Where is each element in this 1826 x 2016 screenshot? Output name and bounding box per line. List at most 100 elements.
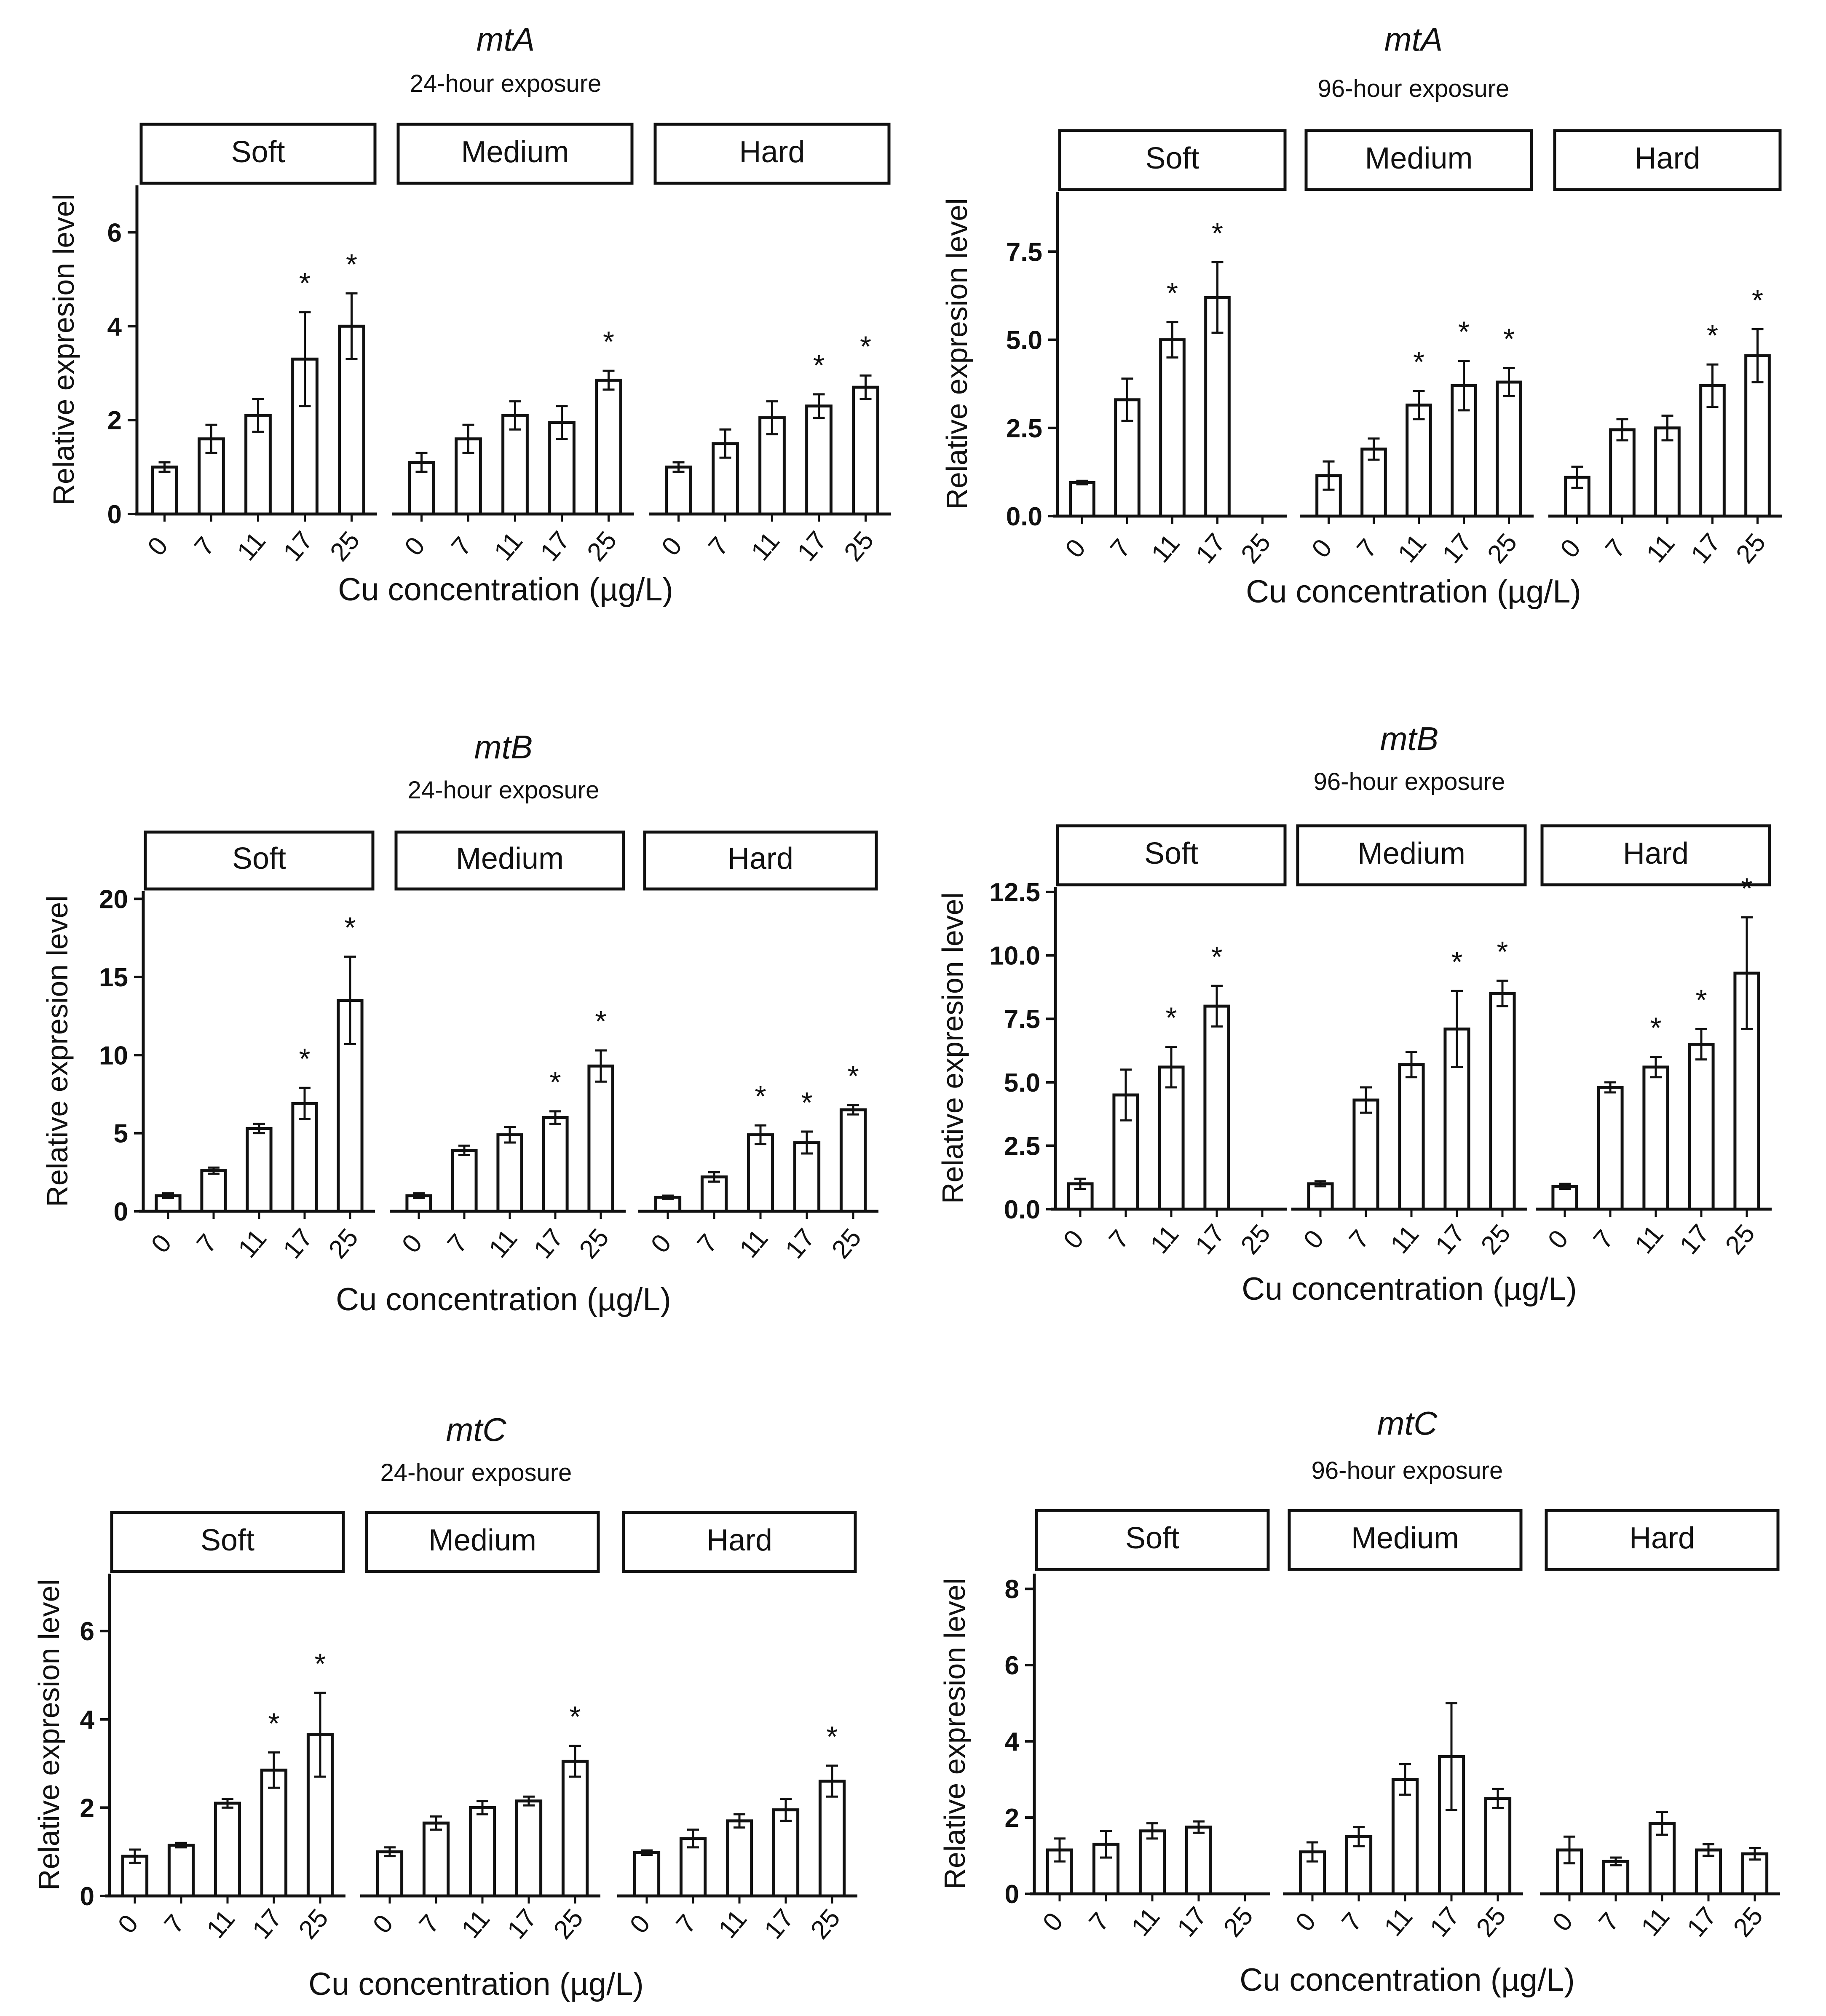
chart-title: mtA bbox=[477, 21, 535, 58]
facet-header-label: Hard bbox=[728, 842, 793, 875]
significance-marker: * bbox=[755, 1080, 766, 1113]
x-tick-label: 25 bbox=[1218, 1901, 1259, 1942]
x-tick-label: 11 bbox=[1145, 1220, 1184, 1259]
bar bbox=[1451, 384, 1477, 518]
bar bbox=[469, 1806, 496, 1898]
y-axis-label: Relative expresion level bbox=[940, 198, 973, 509]
y-tick-label: 4 bbox=[80, 1705, 95, 1735]
significance-marker: * bbox=[595, 1005, 606, 1038]
bar bbox=[561, 1759, 589, 1898]
chart-subtitle: 96-hour exposure bbox=[1312, 1457, 1503, 1484]
chart-subtitle: 96-hour exposure bbox=[1314, 768, 1505, 795]
x-tick-label: 17 bbox=[759, 1904, 800, 1944]
y-tick-label: 2 bbox=[107, 406, 122, 435]
bar bbox=[422, 1821, 450, 1898]
bar bbox=[1695, 1848, 1722, 1896]
x-tick-label: 11 bbox=[1636, 1902, 1675, 1942]
facet-hard: Hard 0 7 11 17 25 * bbox=[617, 1511, 857, 1944]
facet-header-label: Soft bbox=[1125, 1521, 1179, 1555]
significance-marker: * bbox=[1458, 316, 1470, 348]
x-tick-label: 7 bbox=[1105, 533, 1136, 563]
chart-mtb-24h: mtB 24-hour exposure Relative expresion le… bbox=[41, 728, 878, 1317]
facet-header-label: Soft bbox=[1145, 142, 1199, 175]
x-tick-label: 0 bbox=[624, 1909, 656, 1939]
chart-mta-96h: mtA 96-hour exposure Relative expresion le… bbox=[940, 21, 1782, 610]
facet-medium: Medium 0 7 11 17 25 bbox=[1283, 1509, 1523, 1942]
x-tick-label: 11 bbox=[734, 1224, 774, 1264]
significance-marker: * bbox=[826, 1720, 838, 1753]
facet-soft: Soft 0 7 11 17 * 25 * bbox=[105, 1511, 345, 1944]
chart-subtitle: 24-hour exposure bbox=[410, 70, 602, 97]
x-tick-label: 17 bbox=[1437, 528, 1478, 569]
bar bbox=[515, 1799, 543, 1898]
significance-marker: * bbox=[569, 1700, 581, 1733]
x-tick-label: 17 bbox=[1685, 528, 1726, 569]
facet-header-label: Medium bbox=[1365, 142, 1473, 175]
bar bbox=[1158, 1066, 1185, 1211]
x-tick-label: 11 bbox=[483, 1224, 523, 1264]
bar bbox=[1597, 1086, 1624, 1211]
facet-soft: Soft 0 7 11 17 * 25 * bbox=[139, 830, 375, 1264]
x-tick-label: 11 bbox=[713, 1904, 752, 1944]
x-tick-label: 11 bbox=[201, 1904, 241, 1944]
x-tick-label: 17 bbox=[1424, 1901, 1465, 1942]
y-tick-label: 12.5 bbox=[989, 878, 1040, 907]
facet-hard: Hard 0 7 11 17 * 25 * bbox=[649, 123, 891, 567]
x-tick-label: 17 bbox=[1430, 1219, 1471, 1260]
significance-marker: * bbox=[1413, 345, 1424, 378]
chart-subtitle: 24-hour exposure bbox=[408, 776, 600, 804]
y-tick-label: 2 bbox=[80, 1794, 94, 1823]
bar bbox=[451, 1149, 478, 1213]
x-tick-label: 25 bbox=[1475, 1219, 1516, 1260]
x-tick-label: 0 bbox=[1306, 533, 1338, 563]
bar bbox=[155, 1194, 182, 1213]
facet-header-box bbox=[396, 123, 634, 185]
y-tick-label: 20 bbox=[99, 885, 128, 914]
x-tick-label: 11 bbox=[1629, 1220, 1669, 1259]
x-tick-label: 0 bbox=[1290, 1907, 1322, 1937]
bar bbox=[408, 460, 435, 516]
bar bbox=[1609, 428, 1636, 518]
facet-header-label: Hard bbox=[1634, 142, 1700, 175]
bar bbox=[747, 1133, 774, 1213]
facet-soft: Soft 0 7 11 17 * 25 * bbox=[135, 123, 377, 567]
bar bbox=[1391, 1778, 1419, 1896]
x-tick-label: 0 bbox=[1058, 1224, 1090, 1254]
y-tick-label: 2 bbox=[1005, 1804, 1019, 1833]
bar bbox=[246, 1127, 273, 1213]
bar bbox=[542, 1116, 569, 1213]
bar bbox=[852, 386, 879, 516]
x-axis-label: Cu concentration (µg/L) bbox=[1242, 1271, 1577, 1307]
x-tick-label: 7 bbox=[692, 1229, 723, 1258]
y-tick-label: 4 bbox=[107, 312, 122, 341]
facet-header-box bbox=[144, 830, 375, 891]
facet-soft: Soft 0 7 11 17 25 bbox=[1030, 1509, 1270, 1942]
facet-header-box bbox=[1288, 1509, 1523, 1571]
bar bbox=[376, 1850, 404, 1898]
y-tick-label: 5 bbox=[114, 1119, 128, 1149]
x-tick-label: 25 bbox=[805, 1904, 846, 1944]
chart-subtitle: 96-hour exposure bbox=[1318, 75, 1510, 102]
y-tick-label: 4 bbox=[1005, 1727, 1020, 1756]
x-tick-label: 11 bbox=[1146, 529, 1186, 568]
x-tick-label: 17 bbox=[502, 1904, 543, 1944]
x-tick-label: 25 bbox=[574, 1223, 615, 1264]
x-tick-label: 25 bbox=[1728, 1901, 1769, 1942]
x-tick-label: 25 bbox=[293, 1904, 334, 1944]
facet-header-label: Hard bbox=[707, 1523, 772, 1557]
chart-mtb-96h: mtB 96-hour exposure Relative expresion le… bbox=[936, 720, 1772, 1307]
bar bbox=[338, 324, 365, 516]
x-tick-label: 25 bbox=[323, 1223, 364, 1264]
bar bbox=[1484, 1797, 1512, 1896]
facet-header-box bbox=[1540, 824, 1771, 886]
bar bbox=[805, 404, 833, 516]
bar bbox=[200, 1169, 227, 1213]
y-tick-label: 7.5 bbox=[1004, 1005, 1040, 1034]
x-axis-label: Cu concentration (µg/L) bbox=[308, 1966, 644, 2002]
significance-marker: * bbox=[813, 349, 825, 382]
chart-title: mtB bbox=[1380, 720, 1439, 757]
bar bbox=[1406, 403, 1432, 518]
x-tick-label: 17 bbox=[1674, 1219, 1715, 1260]
x-tick-label: 11 bbox=[1385, 1220, 1424, 1259]
